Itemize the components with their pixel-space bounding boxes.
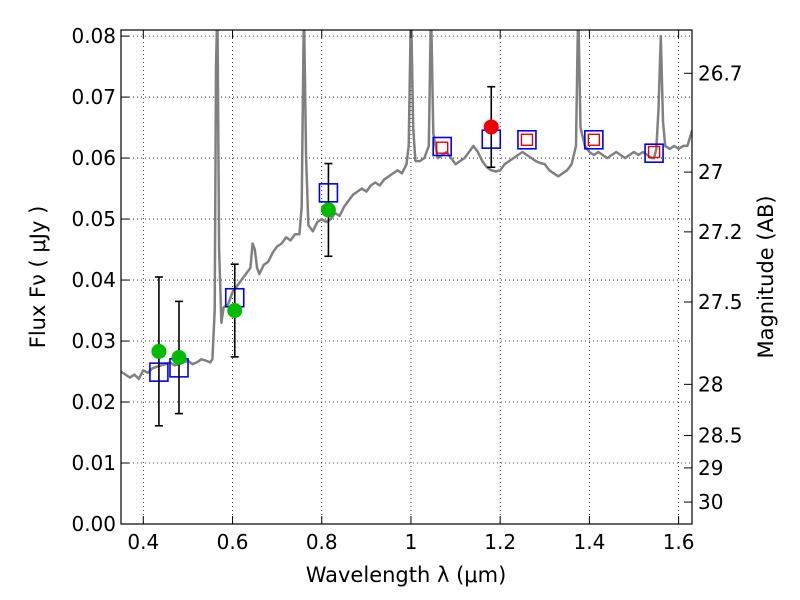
y-tick-label: 0.03 xyxy=(71,329,116,353)
x-tick-label: 1.6 xyxy=(663,530,695,554)
y-axis-right-label: Magnitude (AB) xyxy=(754,195,778,358)
right-tick-label: 26.7 xyxy=(698,61,743,85)
right-tick-label: 27.2 xyxy=(698,220,743,244)
observed-point-circle xyxy=(320,202,336,218)
y-tick-label: 0.08 xyxy=(71,24,116,48)
observed-point-square xyxy=(587,133,601,146)
x-tick-label: 0.8 xyxy=(306,530,338,554)
right-tick-label: 27.5 xyxy=(698,290,743,314)
model-point-square xyxy=(644,143,664,163)
y-tick-label: 0.05 xyxy=(71,207,116,231)
model-point-square xyxy=(584,129,604,150)
plot-frame xyxy=(120,29,693,525)
observed-point-square xyxy=(435,141,449,154)
x-tick-label: 1 xyxy=(405,530,418,554)
data-layer xyxy=(121,30,692,427)
y-tick-label: 0.00 xyxy=(71,512,116,536)
x-tick-label: 1.4 xyxy=(573,530,605,554)
y-tick-label: 0.07 xyxy=(71,85,116,109)
observed-point-square xyxy=(647,145,661,159)
observed-point-square xyxy=(520,133,534,146)
observed-point-circle xyxy=(227,303,243,319)
x-tick-label: 1.2 xyxy=(484,530,516,554)
right-tick-label: 29 xyxy=(698,456,723,480)
x-tick-label: 0.6 xyxy=(217,530,249,554)
model-point-square xyxy=(432,136,452,157)
observed-point-circle xyxy=(171,350,187,366)
model-point-square xyxy=(517,129,537,150)
y-tick-label: 0.02 xyxy=(71,390,116,414)
observed-point-circle xyxy=(483,119,499,135)
x-tick-label: 0.4 xyxy=(127,530,159,554)
y-tick-label: 0.01 xyxy=(71,451,116,475)
right-tick-label: 28 xyxy=(698,372,723,396)
right-tick-label: 27 xyxy=(698,160,723,184)
axes: 0.4 0.6 0.8 1 1.2 1.4 1.6 0.00 0.01 0.02 0.03 0.04 0… xyxy=(71,24,742,554)
x-axis-label: Wavelength λ (μm) xyxy=(306,563,507,587)
y-axis-label: Flux Fν ( μJy ) xyxy=(26,206,50,349)
y-tick-label: 0.06 xyxy=(71,146,116,170)
observed-point-circle xyxy=(151,343,167,359)
y-tick-label: 0.04 xyxy=(71,268,116,292)
plot-background xyxy=(121,30,692,524)
right-tick-label: 30 xyxy=(698,490,723,514)
right-tick-label: 28.5 xyxy=(698,424,743,448)
model-spectrum-line xyxy=(121,30,692,381)
